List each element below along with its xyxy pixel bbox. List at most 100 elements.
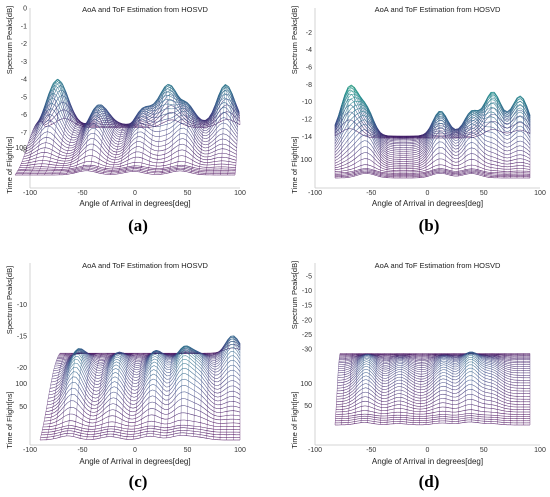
mesh-segment (471, 136, 475, 139)
mesh-segment (232, 159, 237, 161)
mesh-segment (464, 134, 469, 140)
mesh-segment (83, 124, 85, 126)
mesh-segment (123, 125, 128, 127)
mesh-segment (91, 112, 93, 115)
mesh-segment (48, 148, 53, 151)
mesh-segment (87, 123, 89, 125)
mesh-segment (347, 84, 352, 88)
chart-title: AoA and ToF Estimation from HOSVD (375, 5, 501, 14)
mesh-segment (360, 104, 365, 107)
mesh-segment (516, 116, 521, 119)
mesh-segment (494, 127, 498, 132)
mesh-segment (455, 129, 459, 131)
mesh-segment (74, 170, 79, 173)
mesh-segment (523, 103, 528, 111)
mesh-segment (416, 165, 420, 167)
mesh-segment (44, 125, 49, 128)
mesh-segment (429, 134, 433, 142)
mesh-segment (216, 124, 221, 129)
mesh-segment (41, 121, 46, 127)
mesh-segment (118, 139, 120, 142)
mesh-segment (503, 153, 508, 155)
mesh-segment (172, 170, 177, 173)
mesh-segment (147, 141, 152, 145)
mesh-segment (72, 134, 76, 136)
mesh-segment (73, 129, 78, 132)
mesh-segment (38, 140, 40, 146)
mesh-segment (66, 117, 68, 121)
mesh-segment (80, 130, 85, 138)
mesh-segment (64, 90, 69, 101)
mesh-segment (386, 167, 391, 169)
mesh-segment (63, 129, 65, 134)
mesh-segment (497, 99, 502, 107)
mesh-segment (510, 107, 515, 113)
mesh-segment (99, 116, 101, 120)
mesh-segment (474, 114, 479, 119)
mesh-segment (461, 161, 466, 165)
mesh-segment (126, 132, 128, 136)
mesh-segment (474, 129, 479, 133)
mesh-segment (17, 169, 19, 171)
mesh-segment (229, 154, 233, 157)
mesh-segment (152, 135, 156, 137)
mesh-segment (165, 137, 170, 141)
mesh-segment (133, 119, 135, 122)
mesh-segment (138, 162, 143, 164)
mesh-segment (109, 147, 114, 152)
mesh-segment (111, 134, 113, 137)
mesh-segment (105, 118, 107, 122)
mesh-segment (461, 143, 466, 149)
mesh-segment (64, 90, 66, 92)
mesh-segment (338, 159, 342, 162)
mesh-segment (73, 148, 76, 152)
mesh-segment (220, 111, 224, 115)
mesh-segment (218, 152, 223, 154)
mesh-segment (461, 125, 466, 133)
mesh-segment (36, 123, 41, 131)
mesh-segment (169, 94, 174, 97)
mesh-segment (58, 80, 60, 83)
mesh-segment (497, 116, 502, 123)
mesh-segment (484, 98, 489, 104)
mesh-segment (432, 135, 437, 142)
mesh-segment (94, 123, 99, 125)
mesh-segment (128, 125, 130, 128)
mesh-segment (72, 110, 74, 112)
mesh-segment (351, 101, 355, 104)
mesh-segment (360, 119, 365, 121)
mesh-segment (500, 130, 505, 135)
mesh-segment (200, 120, 205, 124)
mesh-segment (464, 143, 469, 148)
mesh-segment (69, 164, 71, 168)
mesh-segment (69, 110, 71, 113)
mesh-segment (347, 130, 352, 135)
mesh-segment (214, 96, 219, 106)
mesh-segment (487, 136, 492, 138)
mesh-segment (448, 141, 453, 147)
mesh-segment (341, 105, 346, 116)
mesh-segment (129, 143, 134, 148)
mesh-segment (490, 107, 495, 109)
mesh-segment (471, 132, 475, 135)
mesh-segment (168, 119, 172, 121)
mesh-segment (93, 168, 97, 170)
mesh-segment (158, 101, 163, 106)
mesh-segment (188, 162, 193, 165)
mesh-segment (47, 113, 50, 116)
mesh-segment (105, 113, 107, 116)
mesh-segment (98, 107, 100, 111)
mesh-segment (123, 132, 127, 137)
mesh-segment (60, 123, 65, 131)
mesh-segment (56, 120, 61, 128)
mesh-segment (158, 140, 163, 142)
mesh-segment (79, 146, 81, 151)
mesh-segment (39, 137, 44, 142)
mesh-segment (128, 153, 133, 157)
mesh-segment (36, 149, 39, 155)
mesh-segment (118, 170, 123, 172)
mesh-segment (131, 123, 136, 130)
mesh-segment (74, 145, 79, 149)
mesh-segment (461, 166, 466, 169)
mesh-segment (49, 112, 54, 119)
